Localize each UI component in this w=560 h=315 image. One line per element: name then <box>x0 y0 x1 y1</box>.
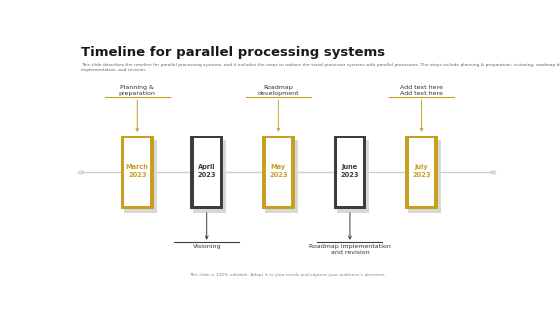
Text: Planning &
preparation: Planning & preparation <box>119 85 156 96</box>
FancyBboxPatch shape <box>262 136 295 209</box>
Text: This slide describes the timeline for parallel processing systems, and it includ: This slide describes the timeline for pa… <box>81 63 560 72</box>
Text: May
2023: May 2023 <box>269 164 288 178</box>
Text: This slide is 100% editable. Adapt it to your needs and capture your audience’s : This slide is 100% editable. Adapt it to… <box>189 273 385 278</box>
Text: Roadmap implementation
and revision: Roadmap implementation and revision <box>309 244 391 255</box>
FancyBboxPatch shape <box>194 138 220 206</box>
FancyBboxPatch shape <box>265 140 297 213</box>
Text: July
2023: July 2023 <box>412 164 431 178</box>
FancyBboxPatch shape <box>409 138 435 206</box>
Text: June
2023: June 2023 <box>340 164 359 178</box>
FancyBboxPatch shape <box>190 136 223 209</box>
Text: Timeline for parallel processing systems: Timeline for parallel processing systems <box>81 46 385 59</box>
Text: Add text here
Add text here: Add text here Add text here <box>400 85 443 96</box>
FancyBboxPatch shape <box>334 136 366 209</box>
FancyBboxPatch shape <box>408 140 441 213</box>
FancyBboxPatch shape <box>265 138 291 206</box>
FancyBboxPatch shape <box>121 136 153 209</box>
FancyBboxPatch shape <box>193 140 226 213</box>
Text: Visioning: Visioning <box>193 244 221 249</box>
FancyBboxPatch shape <box>124 140 157 213</box>
FancyBboxPatch shape <box>124 138 150 206</box>
FancyBboxPatch shape <box>405 136 438 209</box>
Text: March
2023: March 2023 <box>126 164 149 178</box>
Text: Roadmap
development: Roadmap development <box>258 85 299 96</box>
Text: April
2023: April 2023 <box>198 164 216 178</box>
FancyBboxPatch shape <box>337 138 363 206</box>
FancyBboxPatch shape <box>337 140 369 213</box>
